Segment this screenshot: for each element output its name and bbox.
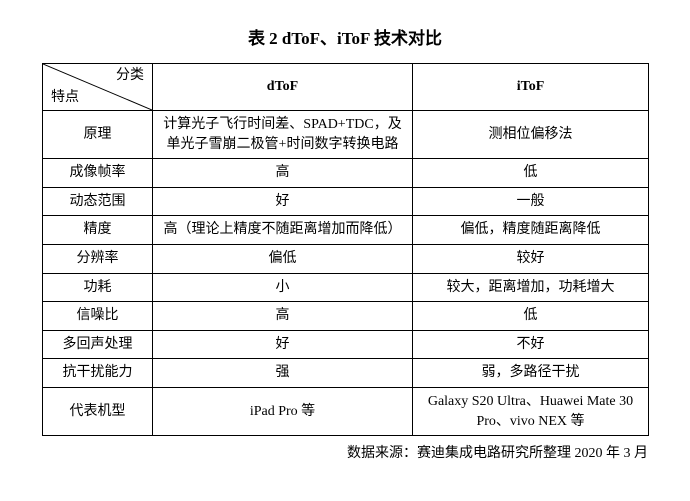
table-title: 表 2 dToF、iToF 技术对比 [42, 24, 648, 49]
row-feature: 多回声处理 [43, 330, 153, 359]
header-col-dtof: dToF [153, 64, 413, 111]
header-diagonal-cell: 分类 特点 [43, 64, 153, 111]
row-itof: 不好 [413, 330, 649, 359]
row-feature: 抗干扰能力 [43, 359, 153, 388]
table-row: 原理 计算光子飞行时间差、SPAD+TDC，及单光子雪崩二极管+时间数字转换电路… [43, 111, 649, 159]
row-feature: 信噪比 [43, 302, 153, 331]
row-feature: 精度 [43, 216, 153, 245]
table-header-row: 分类 特点 dToF iToF [43, 64, 649, 111]
row-itof: 弱，多路径干扰 [413, 359, 649, 388]
row-dtof: 小 [153, 273, 413, 302]
comparison-table: 分类 特点 dToF iToF 原理 计算光子飞行时间差、SPAD+TDC，及单… [42, 63, 649, 436]
row-feature: 动态范围 [43, 187, 153, 216]
table-row: 功耗 小 较大，距离增加，功耗增大 [43, 273, 649, 302]
row-itof: 低 [413, 302, 649, 331]
row-dtof: 高 [153, 159, 413, 188]
row-dtof: 高（理论上精度不随距离增加而降低） [153, 216, 413, 245]
table-row: 抗干扰能力 强 弱，多路径干扰 [43, 359, 649, 388]
row-feature: 原理 [43, 111, 153, 159]
row-itof: 测相位偏移法 [413, 111, 649, 159]
row-dtof: 计算光子飞行时间差、SPAD+TDC，及单光子雪崩二极管+时间数字转换电路 [153, 111, 413, 159]
row-feature: 成像帧率 [43, 159, 153, 188]
table-row: 代表机型 iPad Pro 等 Galaxy S20 Ultra、Huawei … [43, 387, 649, 435]
row-dtof: 好 [153, 187, 413, 216]
row-dtof: iPad Pro 等 [153, 387, 413, 435]
header-col-itof: iToF [413, 64, 649, 111]
header-diag-top-label: 分类 [116, 66, 144, 86]
row-itof: 较好 [413, 244, 649, 273]
table-row: 分辨率 偏低 较好 [43, 244, 649, 273]
row-feature: 功耗 [43, 273, 153, 302]
row-feature: 分辨率 [43, 244, 153, 273]
row-dtof: 偏低 [153, 244, 413, 273]
row-dtof: 好 [153, 330, 413, 359]
row-dtof: 高 [153, 302, 413, 331]
table-row: 动态范围 好 一般 [43, 187, 649, 216]
table-row: 成像帧率 高 低 [43, 159, 649, 188]
row-itof: 低 [413, 159, 649, 188]
data-source-footnote: 数据来源：赛迪集成电路研究所整理 2020 年 3 月 [42, 442, 648, 462]
row-dtof: 强 [153, 359, 413, 388]
row-itof: 一般 [413, 187, 649, 216]
table-row: 信噪比 高 低 [43, 302, 649, 331]
row-itof: 较大，距离增加，功耗增大 [413, 273, 649, 302]
row-feature: 代表机型 [43, 387, 153, 435]
row-itof: Galaxy S20 Ultra、Huawei Mate 30 Pro、vivo… [413, 387, 649, 435]
header-diag-bottom-label: 特点 [51, 88, 79, 108]
table-row: 多回声处理 好 不好 [43, 330, 649, 359]
row-itof: 偏低，精度随距离降低 [413, 216, 649, 245]
table-row: 精度 高（理论上精度不随距离增加而降低） 偏低，精度随距离降低 [43, 216, 649, 245]
